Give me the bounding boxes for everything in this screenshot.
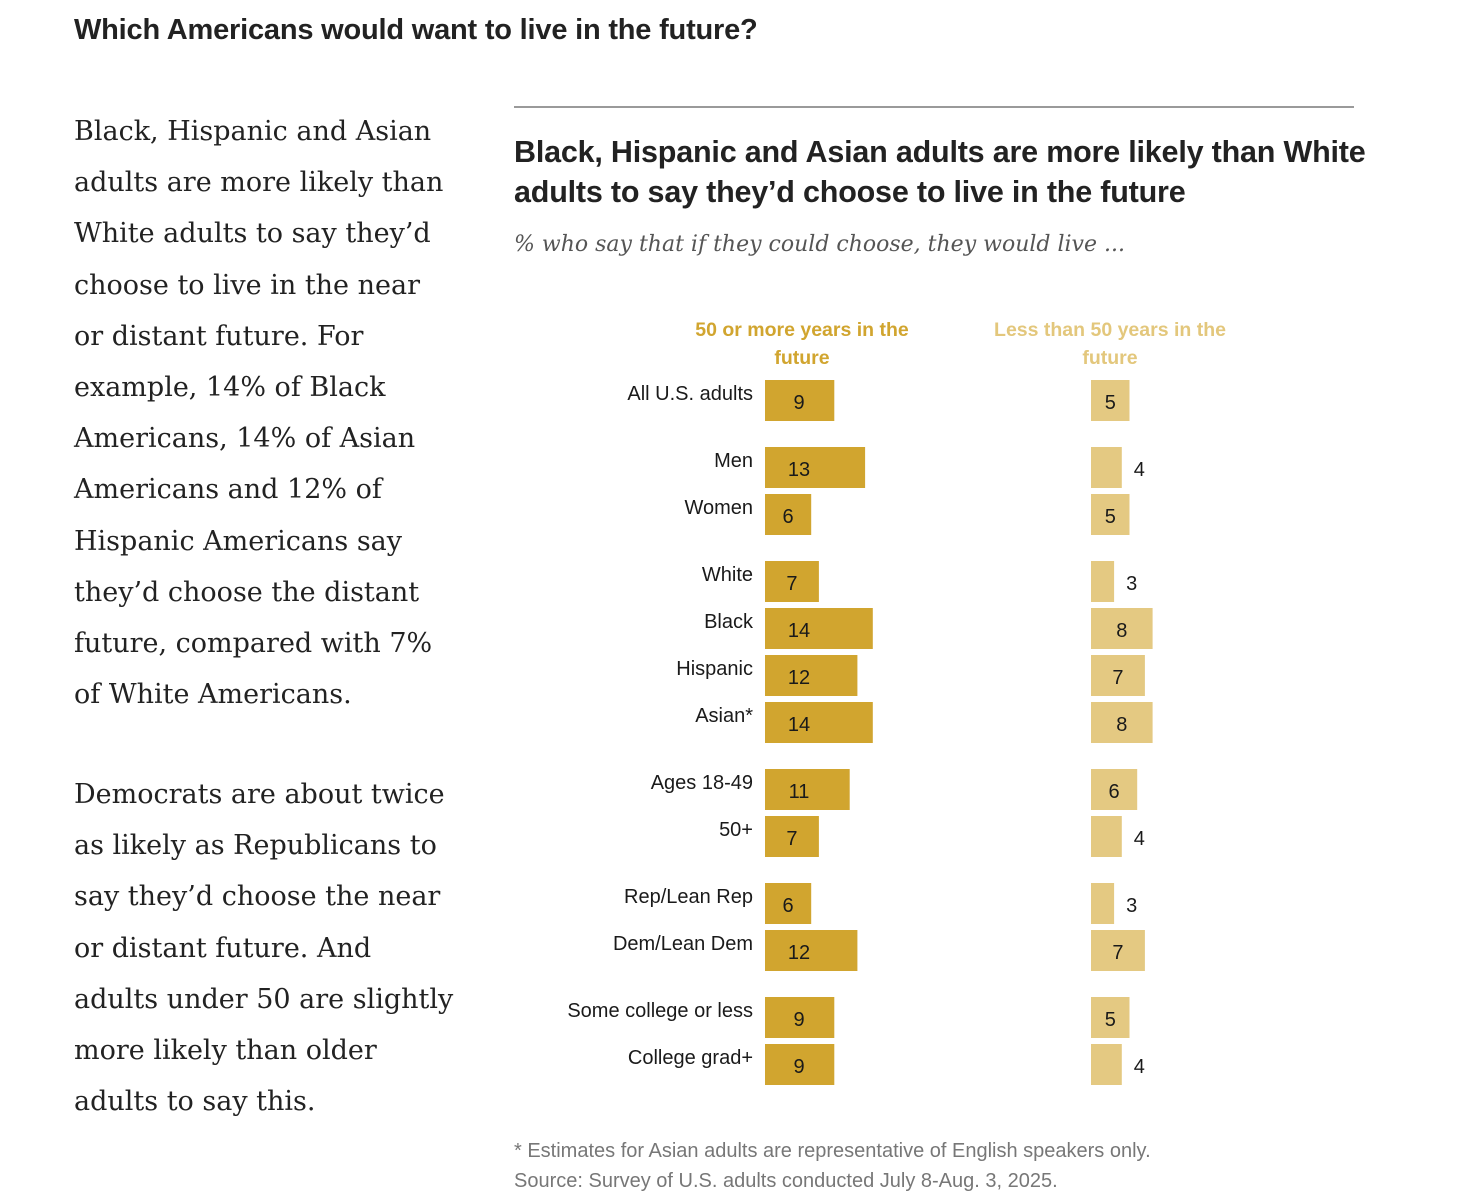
bar-value-label: 6	[783, 895, 794, 917]
bar-under-50-years	[1091, 930, 1145, 971]
bar-value-label: 7	[786, 573, 797, 595]
bar-value-label: 9	[793, 392, 804, 414]
bar-value-label: 8	[1116, 620, 1127, 642]
bar-value-label: 6	[783, 506, 794, 528]
bar-value-label: 7	[1112, 667, 1123, 689]
bar-value-label: 14	[788, 620, 810, 642]
bar-50-plus-years	[765, 447, 866, 488]
bar-50-plus-years	[765, 1044, 835, 1085]
bar-under-50-years	[1091, 608, 1153, 649]
bar-under-50-years	[1091, 561, 1115, 602]
bar-value-label: 7	[786, 828, 797, 850]
category-label: Dem/Lean Dem	[613, 933, 753, 955]
bar-value-label: 12	[788, 942, 810, 964]
bar-value-label: 5	[1105, 1009, 1116, 1031]
page-title: Which Americans would want to live in th…	[74, 14, 758, 46]
bar-value-label: 5	[1105, 392, 1116, 414]
chart-subtitle: % who say that if they could choose, the…	[514, 232, 1125, 257]
bar-value-label: 11	[789, 781, 810, 803]
bar-value-label: 12	[788, 667, 810, 689]
category-label: Women	[684, 497, 753, 519]
body-paragraph: Democrats are about twice as likely as R…	[74, 779, 454, 1118]
bar-under-50-years	[1091, 702, 1153, 743]
category-label: Black	[704, 611, 754, 633]
bar-50-plus-years	[765, 608, 873, 649]
bar-value-label: 14	[788, 714, 810, 736]
series-header-under-50-years: Less than 50 years in the future	[994, 319, 1226, 369]
category-label: Some college or less	[567, 1000, 753, 1022]
chart-title: Black, Hispanic and Asian adults are mor…	[514, 135, 1366, 209]
body-paragraph: Black, Hispanic and Asian adults are mor…	[74, 116, 444, 711]
bar-under-50-years	[1091, 997, 1130, 1038]
bar-under-50-years	[1091, 494, 1130, 535]
bar-value-label: 9	[793, 1056, 804, 1078]
bar-value-label: 5	[1105, 506, 1116, 528]
bar-value-label: 9	[793, 1009, 804, 1031]
bar-50-plus-years	[765, 930, 858, 971]
bar-50-plus-years	[765, 816, 819, 857]
category-label: Ages 18-49	[651, 772, 753, 794]
bar-under-50-years	[1091, 1044, 1122, 1085]
bar-under-50-years	[1091, 655, 1145, 696]
chart-footnote: * Estimates for Asian adults are represe…	[514, 1140, 1151, 1162]
bar-50-plus-years	[765, 655, 858, 696]
bar-value-label: 4	[1134, 459, 1145, 481]
bar-value-label: 6	[1109, 781, 1120, 803]
category-label: All U.S. adults	[627, 383, 753, 405]
bar-50-plus-years	[765, 769, 850, 810]
bar-under-50-years	[1091, 447, 1122, 488]
bar-value-label: 4	[1134, 828, 1145, 850]
category-label: Men	[714, 450, 753, 472]
chart-source: Source: Survey of U.S. adults conducted …	[514, 1170, 1058, 1192]
bar-50-plus-years	[765, 997, 835, 1038]
bar-50-plus-years	[765, 380, 835, 421]
bar-value-label: 13	[788, 459, 810, 481]
category-label: Rep/Lean Rep	[624, 886, 753, 908]
bar-under-50-years	[1091, 816, 1122, 857]
bar-value-label: 3	[1126, 895, 1137, 917]
bar-50-plus-years	[765, 561, 819, 602]
bar-value-label: 7	[1112, 942, 1123, 964]
bar-value-label: 8	[1116, 714, 1127, 736]
chart-top-rule	[514, 106, 1354, 108]
bar-value-label: 4	[1134, 1056, 1145, 1078]
bar-50-plus-years	[765, 702, 873, 743]
category-label: 50+	[719, 819, 753, 841]
bar-value-label: 3	[1126, 573, 1137, 595]
bar-under-50-years	[1091, 769, 1138, 810]
bar-under-50-years	[1091, 883, 1115, 924]
bar-50-plus-years	[765, 494, 812, 535]
series-header-50-plus-years: 50 or more years in the future	[695, 319, 909, 369]
category-label: Hispanic	[676, 658, 753, 680]
bar-50-plus-years	[765, 883, 812, 924]
bar-under-50-years	[1091, 380, 1130, 421]
category-label: White	[702, 564, 753, 586]
category-label: College grad+	[628, 1047, 753, 1069]
category-label: Asian*	[695, 705, 753, 727]
